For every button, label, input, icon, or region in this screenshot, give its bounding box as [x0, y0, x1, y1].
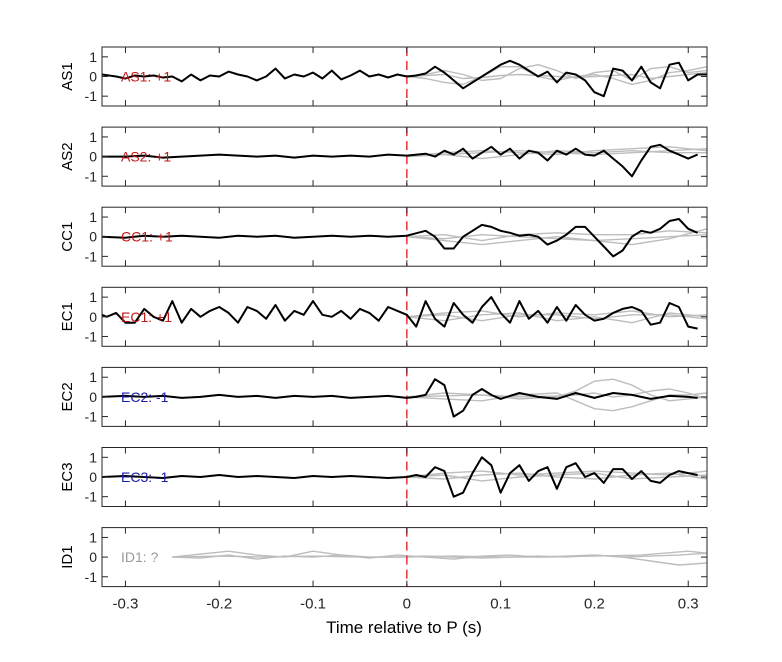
y-tick-label: -1 [85, 168, 98, 184]
panel-y-label: EC1 [59, 302, 76, 331]
panel-id1: ID1: ? 1 0 -1 ID1 -0.3 -0.2 -0.1 0 0.1 0.2 0.3 [59, 527, 708, 613]
x-tick-label: -0.3 [113, 596, 139, 613]
y-tick-label: 1 [89, 449, 97, 465]
y-tick-label: 1 [89, 209, 97, 225]
y-tick-label: 0 [89, 69, 97, 85]
panel-y-label: EC3 [59, 462, 76, 491]
polarity-annotation: CC1: +1 [121, 229, 173, 245]
y-tick-label: 1 [89, 49, 97, 65]
stack-line [101, 456, 698, 498]
y-tick-label: 0 [89, 149, 97, 165]
y-tick-label: 0 [89, 469, 97, 485]
trace-line-2 [406, 312, 708, 324]
trace-line-3 [172, 550, 708, 558]
polarity-annotation: EC2: -1 [121, 389, 169, 405]
panel-ec3: EC3: -1 1 0 -1 EC3 [59, 447, 708, 507]
panel-y-label: AS1 [59, 62, 76, 90]
stack-line [102, 143, 698, 178]
y-tick-label: 1 [89, 529, 97, 545]
stack-line [101, 218, 698, 258]
panel-ec1: EC1: +1 1 0 -1 EC1 [59, 286, 708, 347]
trace-line-1 [406, 228, 708, 246]
x-tick-label: -0.2 [206, 596, 232, 613]
polarity-annotation: ID1: ? [121, 549, 159, 565]
trace-line-3 [406, 472, 708, 482]
trace-line-3 [406, 234, 708, 242]
y-tick-label: 0 [89, 549, 97, 565]
stack-line [101, 378, 698, 418]
x-tick-label: 0.2 [584, 596, 605, 613]
trace-line-3 [406, 314, 708, 322]
panel-cc1: CC1: +1 1 0 -1 CC1 [59, 206, 708, 267]
panel-as2: AS2: +1 1 0 -1 AS2 [59, 126, 708, 187]
y-tick-label: 1 [89, 129, 97, 145]
y-tick-label: -1 [85, 248, 98, 264]
y-tick-label: 1 [89, 289, 97, 305]
y-tick-label: 0 [89, 229, 97, 245]
x-tick-label: 0.1 [490, 596, 511, 613]
y-tick-label: 0 [89, 389, 97, 405]
y-tick-label: -1 [85, 328, 98, 344]
trace-line-3 [406, 388, 708, 400]
x-tick-label: 0 [403, 596, 411, 613]
y-tick-label: 0 [89, 309, 97, 325]
polarity-annotation: AS2: +1 [121, 149, 171, 165]
x-axis-label: Time relative to P (s) [326, 618, 482, 637]
panel-y-label: ID1 [59, 545, 76, 568]
polarity-annotation: AS1: +1 [121, 69, 171, 85]
x-tick-label: 0.3 [678, 596, 699, 613]
panel-y-label: AS2 [59, 142, 76, 170]
y-tick-label: -1 [85, 88, 98, 104]
y-tick-label: -1 [85, 569, 98, 585]
polarity-annotation: EC1: +1 [121, 309, 172, 325]
trace-line-1 [406, 64, 708, 82]
trace-line-3 [406, 71, 708, 80]
stack-line [101, 59, 707, 98]
panel-y-label: CC1 [59, 222, 76, 252]
x-tick-label: -0.1 [300, 596, 326, 613]
stack-line [101, 296, 698, 330]
panel-y-label: EC2 [59, 382, 76, 411]
y-tick-label: -1 [85, 409, 98, 425]
y-tick-label: -1 [85, 489, 98, 505]
panel-as1: AS1: +1 1 0 -1 AS1 [59, 46, 708, 107]
polarity-annotation: EC3: -1 [121, 469, 169, 485]
y-tick-label: 1 [89, 369, 97, 385]
panel-ec2: EC2: -1 1 0 -1 EC2 [59, 366, 708, 427]
